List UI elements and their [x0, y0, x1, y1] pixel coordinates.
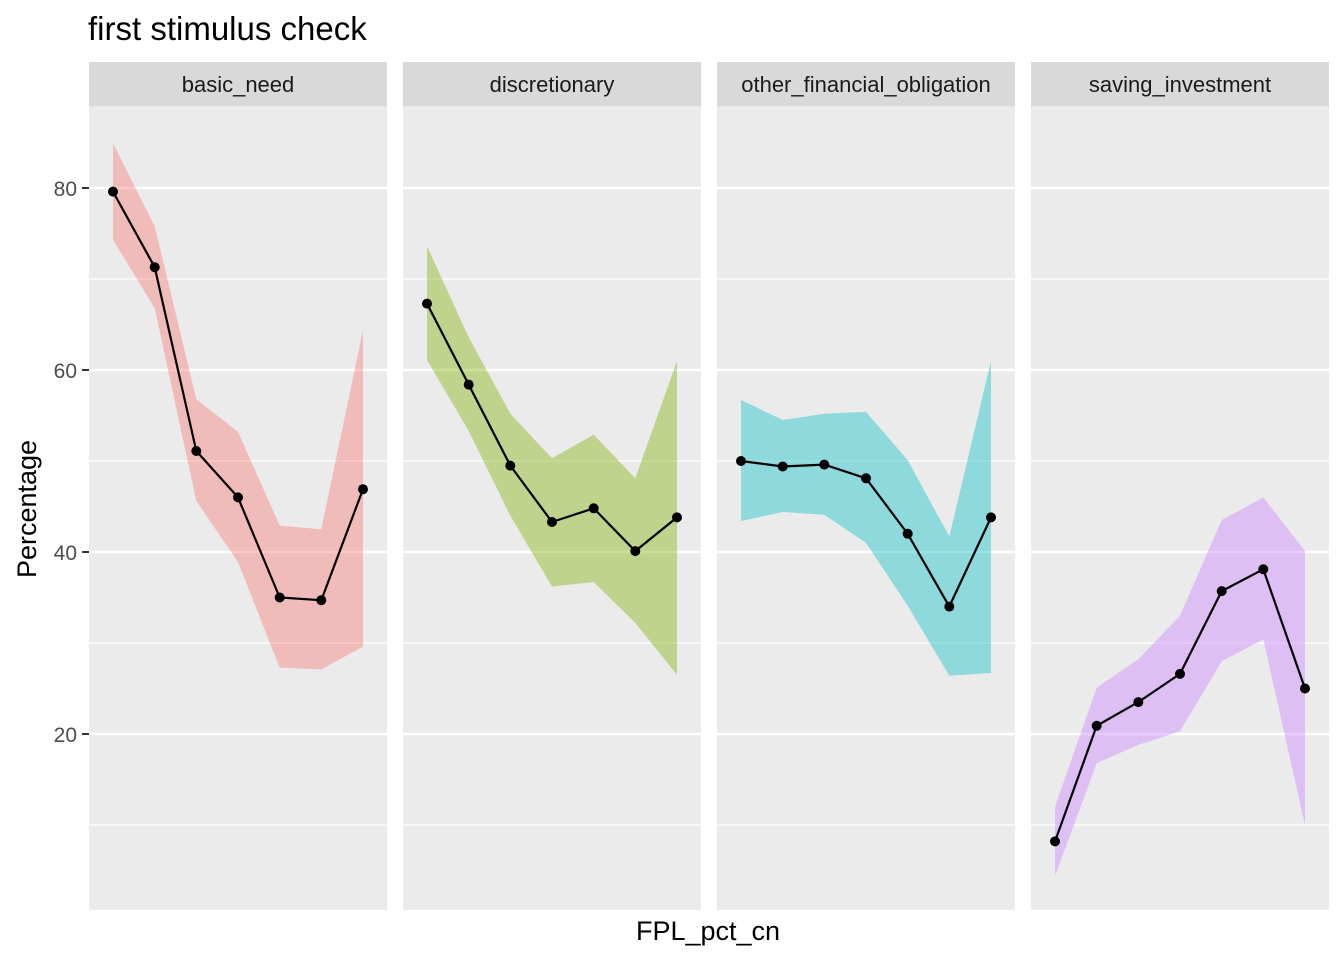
y-axis-label: Percentage [12, 440, 42, 578]
data-point [986, 512, 996, 523]
y-tick-label: 60 [54, 360, 77, 383]
data-point [1133, 697, 1144, 708]
facet-label: saving_investment [1089, 72, 1271, 97]
y-tick-label: 80 [54, 178, 77, 201]
facet-label: other_financial_obligation [741, 72, 991, 97]
data-point [274, 592, 285, 603]
facet-strip [403, 62, 701, 106]
data-point [149, 262, 160, 273]
panel-other-financial-obligation: other_financial_obligation [717, 62, 1015, 910]
y-tick-label: 40 [54, 542, 77, 565]
data-point [588, 503, 599, 514]
confidence-ribbon [427, 246, 677, 675]
panel-background [1031, 106, 1329, 910]
facet-strip [717, 62, 1015, 106]
data-point [1258, 564, 1269, 575]
y-axis: 20 40 60 80 [54, 178, 89, 747]
data-point [1300, 683, 1310, 694]
panel-discretionary: discretionary [403, 62, 701, 910]
data-point [191, 446, 202, 456]
data-point [1091, 720, 1102, 731]
data-point [358, 484, 368, 495]
data-point [630, 546, 641, 557]
data-point [944, 601, 955, 612]
panel-saving-investment: saving_investment [1031, 62, 1329, 910]
data-point [819, 459, 830, 470]
panel-basic-need: basic_need [89, 62, 387, 910]
y-tick-label: 20 [54, 724, 77, 747]
data-point [316, 595, 327, 606]
data-point [777, 461, 788, 472]
confidence-ribbon [741, 360, 991, 676]
data-point [902, 528, 913, 539]
chart-title: first stimulus check [88, 10, 367, 47]
data-point [1175, 668, 1185, 679]
panel-background [403, 106, 701, 910]
data-point [463, 379, 474, 390]
data-point [861, 473, 871, 484]
panel-background [717, 106, 1015, 910]
facet-strip [89, 62, 387, 106]
facet-strip [1031, 62, 1329, 106]
data-point [1216, 586, 1227, 597]
facet-label: discretionary [490, 72, 615, 97]
data-point [1050, 836, 1060, 847]
data-point [505, 460, 516, 471]
data-point [547, 517, 557, 527]
data-point [108, 186, 118, 197]
data-point [233, 492, 243, 503]
x-axis-label: FPL_pct_cn [636, 916, 780, 946]
confidence-ribbon [1055, 497, 1305, 876]
panels-layer: basic_need discretionary other_financial_o… [89, 62, 1329, 910]
data-point [422, 298, 432, 309]
facet-label: basic_need [182, 72, 295, 97]
confidence-ribbon [113, 143, 363, 670]
data-point [736, 456, 746, 466]
data-point [672, 512, 682, 523]
